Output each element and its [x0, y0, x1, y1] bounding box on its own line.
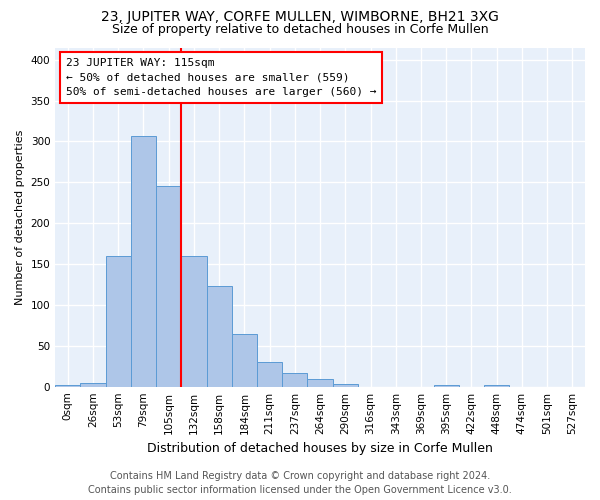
Bar — [484, 385, 509, 386]
Bar — [282, 373, 307, 386]
Text: 23, JUPITER WAY, CORFE MULLEN, WIMBORNE, BH21 3XG: 23, JUPITER WAY, CORFE MULLEN, WIMBORNE,… — [101, 10, 499, 24]
Bar — [80, 382, 106, 386]
Bar — [434, 385, 459, 386]
Bar — [257, 362, 282, 386]
Bar — [181, 256, 206, 386]
Bar — [55, 385, 80, 386]
Text: Size of property relative to detached houses in Corfe Mullen: Size of property relative to detached ho… — [112, 22, 488, 36]
Bar — [156, 186, 181, 386]
Bar — [307, 380, 332, 386]
Bar — [206, 286, 232, 386]
Bar — [332, 384, 358, 386]
Bar — [131, 136, 156, 386]
Bar — [232, 334, 257, 386]
Text: Contains HM Land Registry data © Crown copyright and database right 2024.
Contai: Contains HM Land Registry data © Crown c… — [88, 471, 512, 495]
Bar — [106, 256, 131, 386]
X-axis label: Distribution of detached houses by size in Corfe Mullen: Distribution of detached houses by size … — [147, 442, 493, 455]
Y-axis label: Number of detached properties: Number of detached properties — [15, 130, 25, 305]
Text: 23 JUPITER WAY: 115sqm
← 50% of detached houses are smaller (559)
50% of semi-de: 23 JUPITER WAY: 115sqm ← 50% of detached… — [66, 58, 376, 98]
